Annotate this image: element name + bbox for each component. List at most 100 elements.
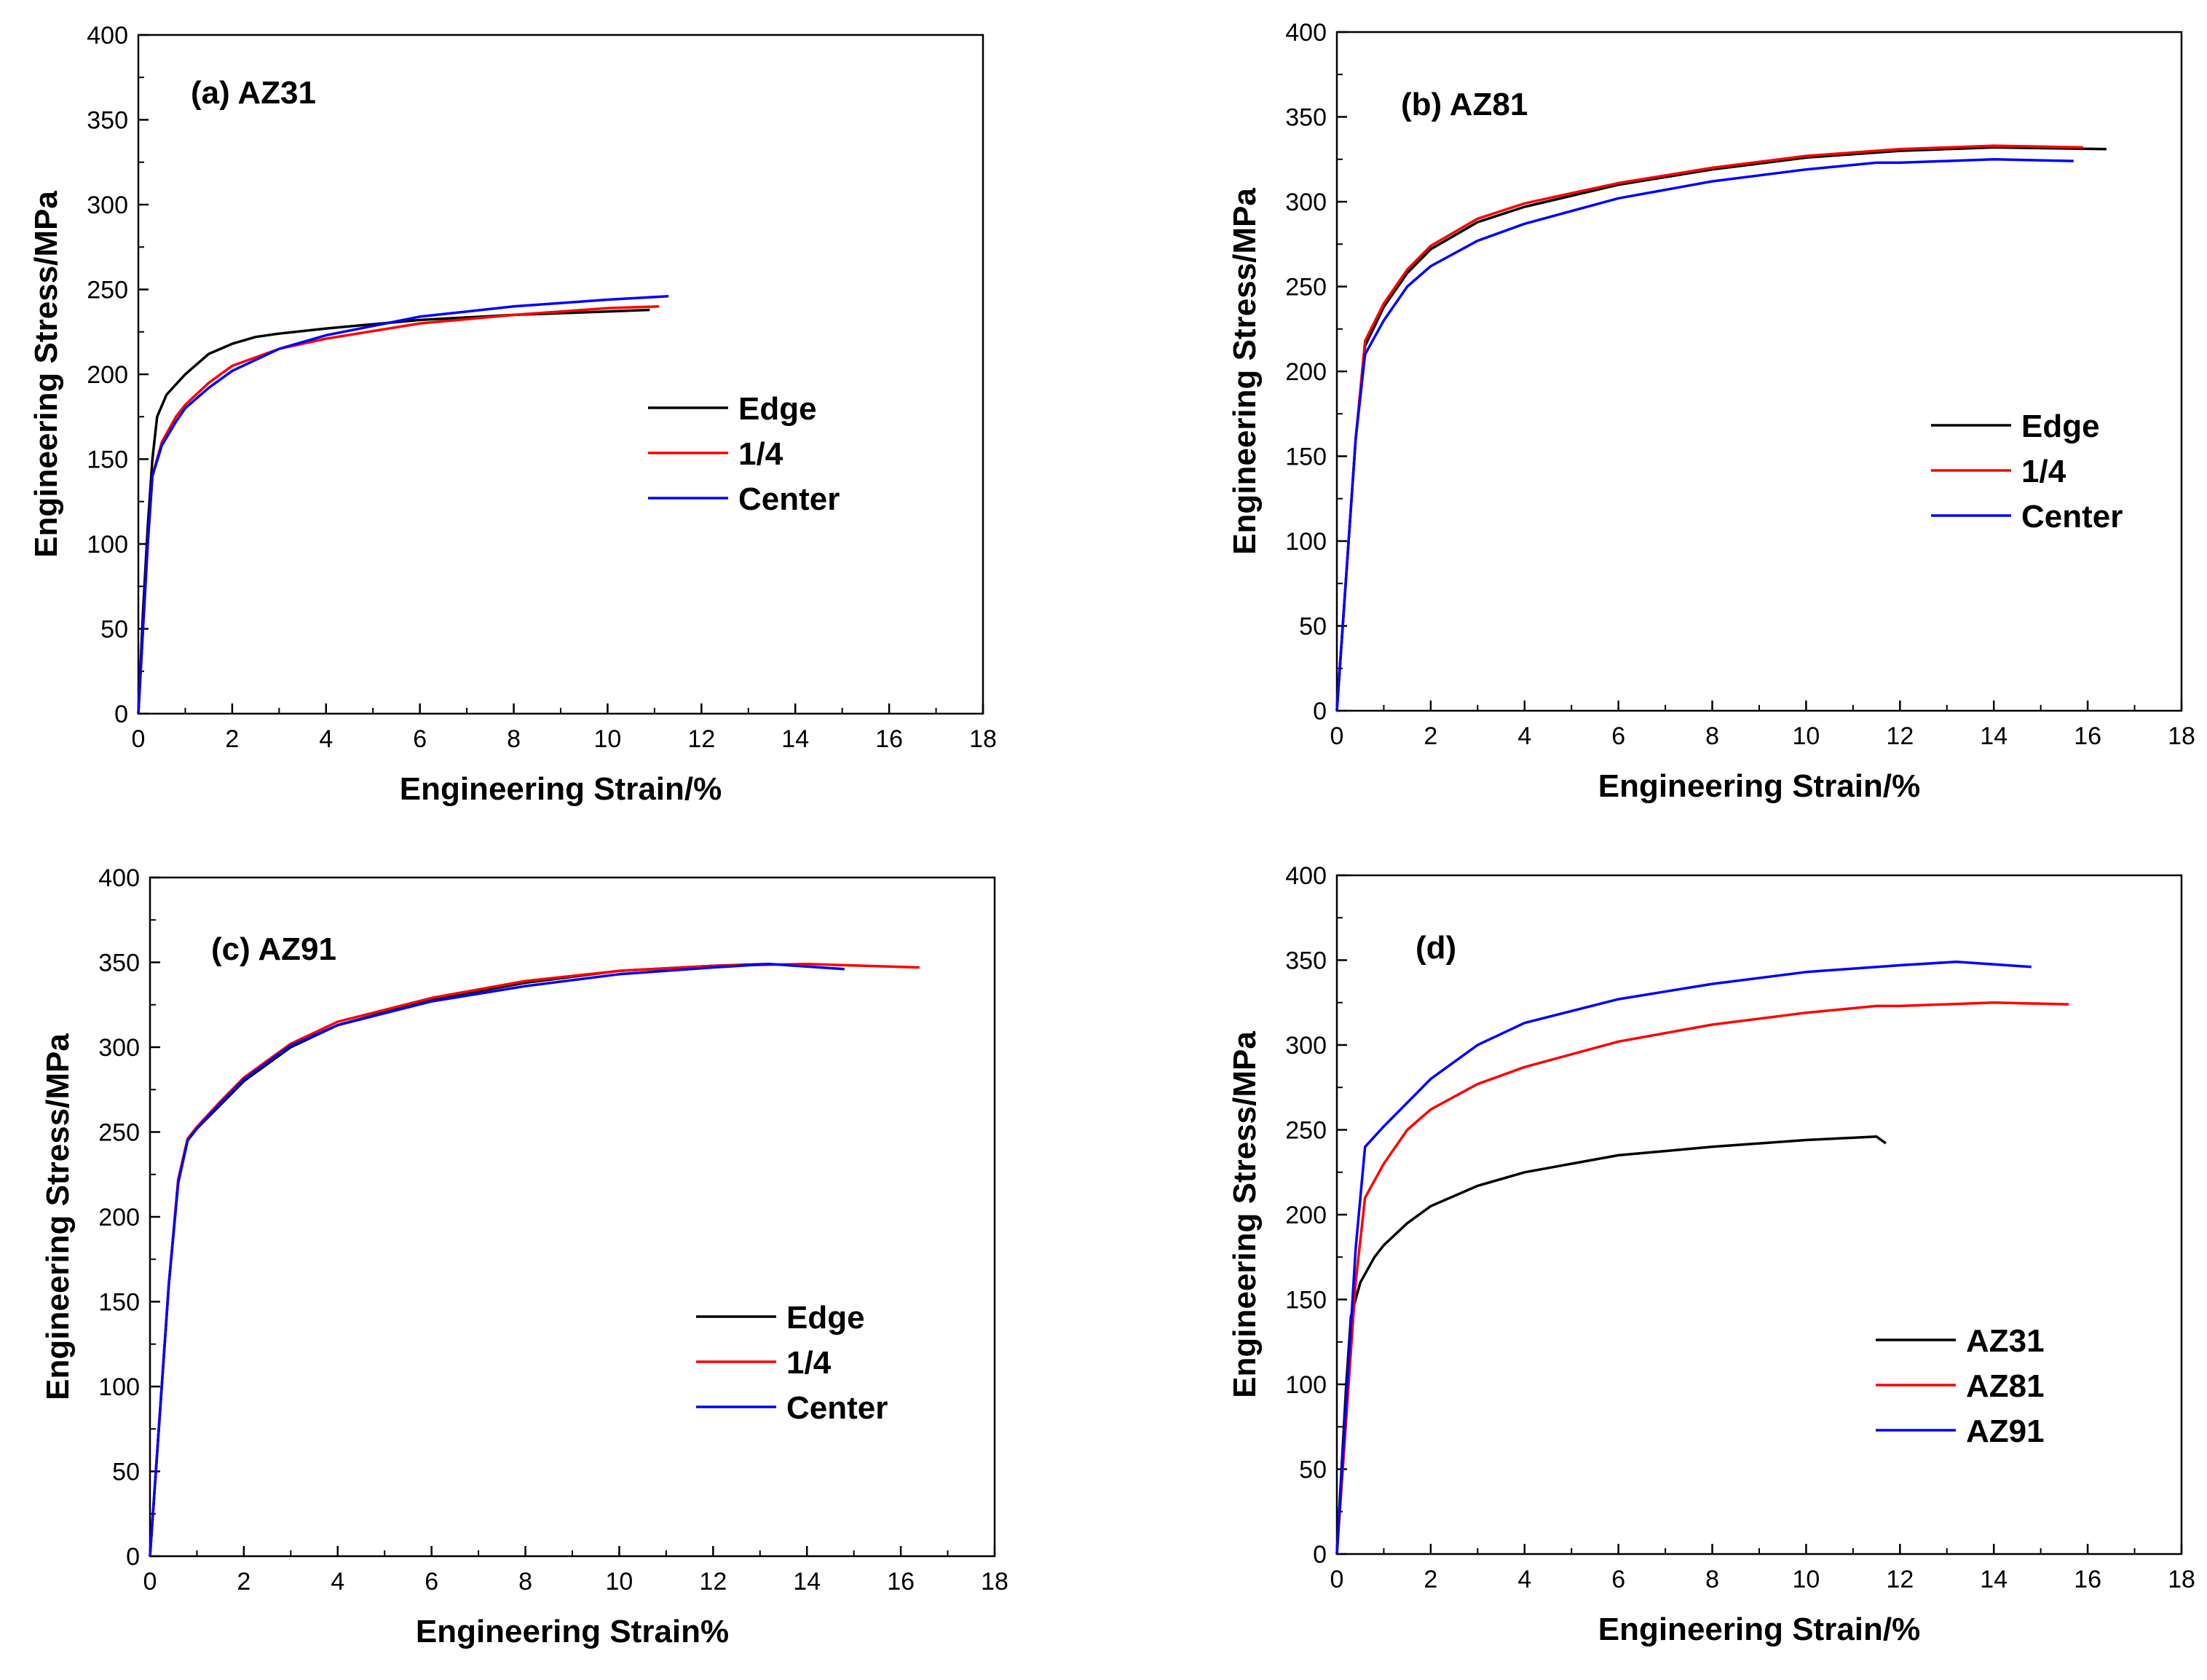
x-tick-label: 2 (237, 1568, 250, 1596)
series-line-center (137, 295, 669, 714)
y-tick-label: 400 (1285, 862, 1327, 890)
x-tick-label: 2 (1424, 722, 1437, 750)
y-tick-label: 300 (87, 192, 128, 219)
x-tick-label: 16 (2074, 1566, 2101, 1593)
legend-label: Center (738, 481, 840, 517)
y-tick-label: 150 (1285, 443, 1327, 471)
y-axis-label: Engineering Stress/MPa (1227, 188, 1263, 555)
x-tick-label: 2 (225, 725, 239, 753)
series-line-1-4 (149, 963, 920, 1557)
series-line-center (149, 963, 845, 1557)
legend-label: Center (786, 1390, 888, 1426)
legend-label: Center (2021, 499, 2123, 535)
x-tick-label: 4 (319, 725, 333, 753)
panel-1: 0 2 4 6 8 10 12 14 16 18 0 50 100 150 200 250 300 350 400 E… (28, 22, 997, 807)
x-tick-label: 12 (699, 1568, 727, 1596)
series-line-center (1335, 158, 2074, 711)
y-tick-label: 250 (1285, 1117, 1327, 1145)
x-tick-label: 6 (425, 1568, 438, 1596)
panel-title: (c) AZ91 (211, 931, 336, 967)
x-tick-label: 12 (1886, 1566, 1914, 1593)
y-axis-label: Engineering Stress/MPa (1227, 1031, 1263, 1398)
y-axis-label: Engineering Stress/MPa (28, 191, 64, 558)
x-tick-label: 10 (1793, 1566, 1820, 1593)
x-tick-label: 4 (331, 1568, 344, 1596)
y-tick-label: 100 (1285, 528, 1327, 556)
y-tick-label: 300 (1285, 189, 1327, 216)
x-tick-label: 4 (1517, 722, 1531, 750)
x-tick-label: 18 (981, 1568, 1008, 1596)
y-tick-label: 350 (98, 950, 140, 977)
x-axis-label: Engineering Strain/% (1598, 1612, 1921, 1647)
x-tick-label: 0 (143, 1568, 157, 1596)
y-tick-label: 250 (87, 277, 128, 304)
y-tick-label: 50 (1299, 613, 1327, 641)
y-tick-label: 400 (1285, 19, 1327, 47)
y-axis-label: Engineering Stress/MPa (40, 1033, 76, 1400)
panel-3: 0 2 4 6 8 10 12 14 16 18 0 50 100 150 200 250 300 350 400 E… (40, 864, 1008, 1649)
legend-label: 1/4 (786, 1345, 832, 1381)
legend-label: AZ91 (1966, 1413, 2045, 1449)
panel-4: 0 2 4 6 8 10 12 14 16 18 0 50 100 150 200 250 300 350 400 E… (1227, 862, 2195, 1647)
panel-2: 0 2 4 6 8 10 12 14 16 18 0 50 100 150 200 250 300 350 400 E… (1227, 19, 2195, 804)
y-tick-label: 100 (87, 531, 128, 559)
legend-label: AZ81 (1966, 1368, 2045, 1404)
panel-title: (a) AZ31 (191, 75, 316, 111)
plot-frame (1335, 31, 2183, 712)
x-tick-label: 2 (1424, 1566, 1437, 1593)
x-axis-label: Engineering Strain% (416, 1614, 729, 1649)
y-tick-label: 200 (1285, 358, 1327, 386)
y-tick-label: 300 (1285, 1032, 1327, 1060)
series-line-edge (149, 963, 770, 1557)
x-tick-label: 10 (594, 725, 622, 753)
x-tick-label: 14 (1980, 722, 2007, 750)
y-tick-label: 50 (112, 1459, 140, 1486)
legend-label: Edge (2021, 409, 2100, 444)
series-line-az81 (1335, 1001, 2069, 1555)
panel-title: (b) AZ81 (1401, 87, 1528, 122)
x-tick-label: 16 (887, 1568, 915, 1596)
y-tick-label: 300 (98, 1034, 140, 1062)
x-tick-label: 18 (2168, 722, 2195, 750)
y-tick-label: 250 (98, 1119, 140, 1147)
x-tick-label: 0 (132, 725, 146, 753)
x-tick-label: 12 (1886, 722, 1914, 750)
x-tick-label: 8 (518, 1568, 532, 1596)
legend-label: 1/4 (738, 436, 783, 472)
series-line-edge (137, 308, 650, 714)
y-tick-label: 100 (1285, 1371, 1327, 1399)
y-tick-label: 50 (100, 616, 128, 644)
y-tick-label: 400 (98, 864, 140, 892)
y-tick-label: 0 (1313, 1541, 1327, 1569)
x-tick-label: 8 (1705, 1566, 1719, 1593)
legend-label: Edge (786, 1300, 865, 1336)
series-line-az91 (1335, 961, 2032, 1555)
y-tick-label: 100 (98, 1373, 140, 1401)
x-tick-label: 14 (781, 725, 809, 753)
x-axis-label: Engineering Strain/% (1598, 768, 1921, 804)
x-tick-label: 8 (1705, 722, 1719, 750)
x-tick-label: 18 (2168, 1566, 2195, 1593)
x-tick-label: 8 (507, 725, 521, 753)
plot-frame (137, 33, 984, 715)
y-tick-label: 350 (87, 107, 128, 135)
y-tick-label: 200 (1285, 1202, 1327, 1229)
legend-label: AZ31 (1966, 1323, 2045, 1359)
x-tick-label: 4 (1517, 1566, 1531, 1593)
x-tick-label: 18 (969, 725, 997, 753)
x-tick-label: 6 (1611, 722, 1625, 750)
series-line-1-4 (137, 305, 660, 714)
x-tick-label: 14 (1980, 1566, 2007, 1593)
x-tick-label: 12 (687, 725, 715, 753)
x-tick-label: 0 (1330, 1566, 1344, 1593)
y-tick-label: 50 (1299, 1456, 1327, 1484)
legend-label: 1/4 (2021, 454, 2066, 489)
y-tick-label: 400 (87, 22, 128, 50)
y-tick-label: 150 (98, 1289, 140, 1317)
series-line-1-4 (1335, 144, 2083, 711)
y-tick-label: 250 (1285, 274, 1327, 301)
legend-label: Edge (738, 391, 817, 427)
y-tick-label: 200 (87, 361, 128, 389)
x-tick-label: 16 (2074, 722, 2101, 750)
